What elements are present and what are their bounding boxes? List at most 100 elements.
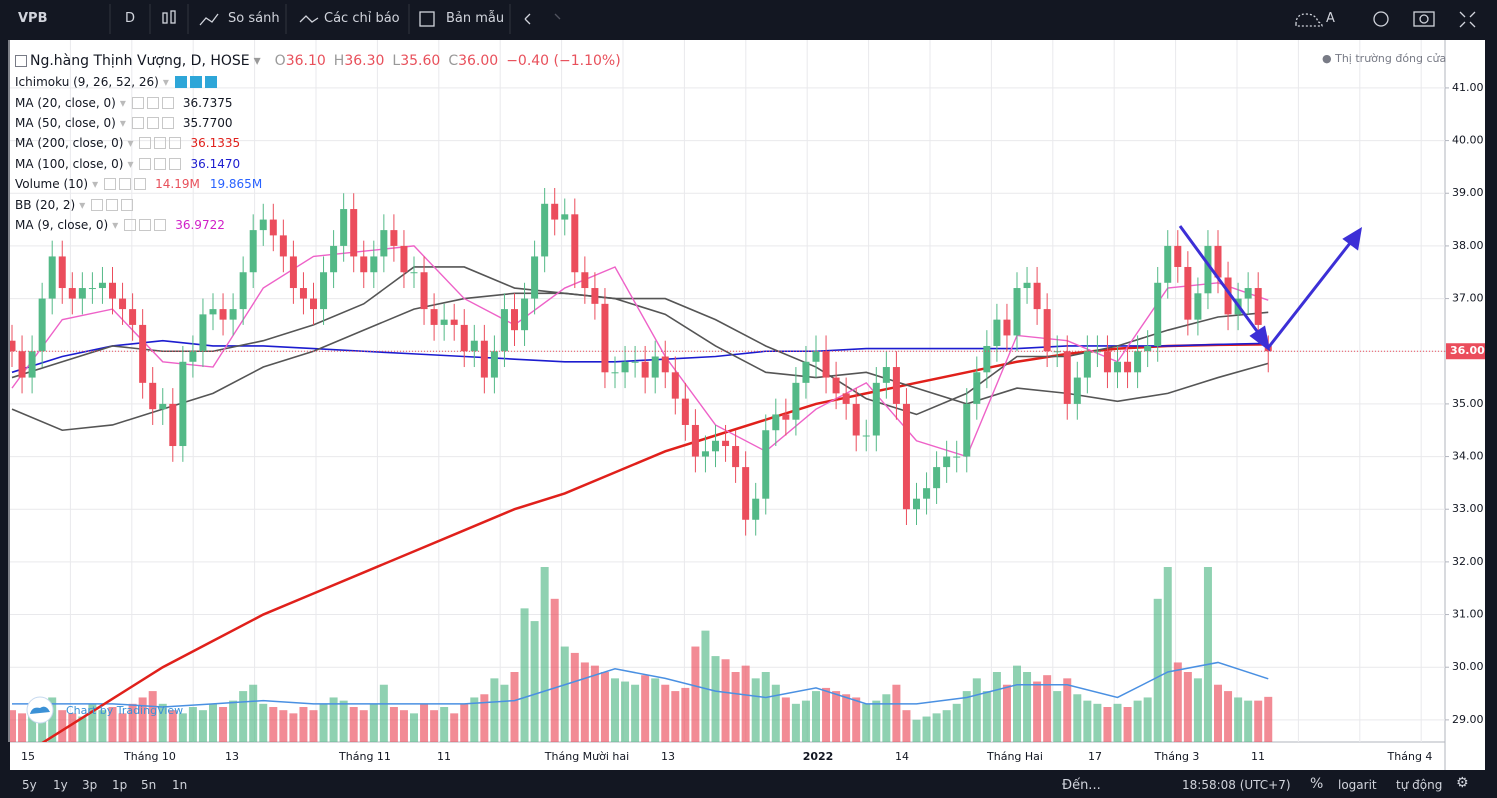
candle-body: [712, 440, 719, 452]
candle-body: [1134, 351, 1142, 373]
candle-body: [1003, 319, 1011, 336]
candle-body: [1103, 351, 1111, 373]
volume-bar: [1203, 567, 1212, 742]
study-gear-icon[interactable]: [146, 96, 159, 109]
range-button[interactable]: 5n: [141, 778, 157, 792]
candle-body: [159, 403, 167, 410]
study-row: MA (20, close, 0) ▾ 36.7375: [15, 92, 621, 112]
compare-button[interactable]: So sánh: [228, 11, 280, 26]
candle-body: [58, 256, 66, 289]
volume-bar: [741, 665, 750, 742]
goto[interactable]: Đến...: [1062, 778, 1101, 793]
range-button[interactable]: 1n: [172, 778, 188, 792]
range-button[interactable]: 5y: [22, 778, 37, 792]
volume-bar: [490, 678, 499, 742]
study-close-icon[interactable]: [154, 218, 167, 231]
candle-body: [119, 298, 127, 310]
candle-body: [299, 288, 307, 299]
settings-icon[interactable]: ⚙: [1456, 775, 1469, 791]
candle-body: [762, 430, 770, 499]
candle-body: [420, 272, 428, 310]
candle-body: [1114, 361, 1121, 373]
volume-bar: [1224, 691, 1233, 742]
symbol[interactable]: VPB: [18, 11, 48, 26]
percent-toggle[interactable]: %: [1310, 776, 1324, 792]
candle-body: [279, 235, 287, 257]
study-eye-icon[interactable]: [131, 116, 144, 129]
volume-bar: [1023, 672, 1032, 742]
range-button[interactable]: 1p: [112, 778, 128, 792]
study-row: MA (200, close, 0) ▾ 36.1335: [15, 133, 621, 153]
candle-body: [179, 361, 187, 447]
volume-bar: [882, 694, 891, 742]
candle-body: [98, 282, 106, 289]
study-close-icon[interactable]: [134, 178, 147, 191]
volume-bar: [168, 710, 177, 742]
volume-bar: [942, 710, 951, 742]
study-name: BB (20, 2): [15, 197, 76, 212]
study-menu: ▾: [119, 95, 126, 110]
study-eye-icon[interactable]: [174, 76, 187, 89]
range-button[interactable]: 3p: [82, 778, 98, 792]
watermark-text: Chart by TradingView: [66, 704, 183, 717]
volume-bar: [28, 703, 37, 742]
candle-body: [792, 382, 800, 420]
log-toggle[interactable]: logarit: [1338, 778, 1377, 792]
study-close-icon[interactable]: [161, 96, 174, 109]
study-gear-icon[interactable]: [106, 198, 119, 211]
volume-bar: [922, 716, 931, 742]
last-price-box: [1446, 343, 1485, 360]
study-close-icon[interactable]: [169, 137, 182, 150]
study-close-icon[interactable]: [169, 157, 182, 170]
candle-body: [1154, 282, 1162, 346]
study-gear-icon[interactable]: [119, 178, 132, 191]
toolbar-icons: [109, 4, 1476, 34]
candle-body: [1073, 377, 1081, 404]
annotation-arrows: [1178, 225, 1363, 352]
candle-body: [219, 309, 227, 320]
study-gear-icon[interactable]: [146, 116, 159, 129]
volume-bar: [48, 697, 57, 742]
study-close-icon[interactable]: [204, 76, 217, 89]
study-eye-icon[interactable]: [104, 178, 117, 191]
candle-body: [551, 203, 559, 220]
auto-toggle[interactable]: tự động: [1396, 778, 1443, 792]
study-eye-icon[interactable]: [139, 137, 152, 150]
candle-body: [169, 403, 177, 447]
study-close-icon[interactable]: [121, 198, 134, 211]
study-eye-icon[interactable]: [131, 96, 144, 109]
volume-bar: [862, 703, 871, 742]
study-eye-icon[interactable]: [139, 157, 152, 170]
candle-body: [189, 351, 197, 362]
volume-bar: [771, 684, 780, 742]
ma-line: [11, 245, 1269, 458]
candle-body: [571, 214, 579, 273]
volume-bar: [349, 707, 358, 742]
study-gear-icon[interactable]: [154, 137, 167, 150]
candle-body: [802, 361, 810, 383]
volume-bar: [440, 707, 449, 742]
study-gear-icon[interactable]: [189, 76, 202, 89]
study-gear-icon[interactable]: [139, 218, 152, 231]
theme-button[interactable]: A: [1326, 11, 1335, 26]
study-eye-icon[interactable]: [124, 218, 137, 231]
volume-bar: [118, 713, 127, 742]
volume-bar: [249, 684, 258, 742]
y-tick-label: 29.00: [1452, 713, 1484, 726]
study-list: Ichimoku (9, 26, 52, 26) ▾ MA (20, close, …: [15, 72, 621, 235]
candle-body: [1214, 245, 1222, 278]
study-eye-icon[interactable]: [91, 198, 104, 211]
volume-bar: [470, 697, 479, 742]
study-gear-icon[interactable]: [154, 157, 167, 170]
volume-bar: [1254, 700, 1263, 742]
templates-button[interactable]: Bản mẫu: [446, 11, 505, 26]
candle-body: [88, 288, 96, 290]
interval[interactable]: D: [125, 11, 136, 26]
range-button[interactable]: 1y: [53, 778, 68, 792]
study-name: Ichimoku (9, 26, 52, 26): [15, 75, 159, 90]
indicators-button[interactable]: Các chỉ báo: [324, 11, 400, 26]
study-close-icon[interactable]: [161, 116, 174, 129]
volume-bar: [1264, 696, 1273, 742]
